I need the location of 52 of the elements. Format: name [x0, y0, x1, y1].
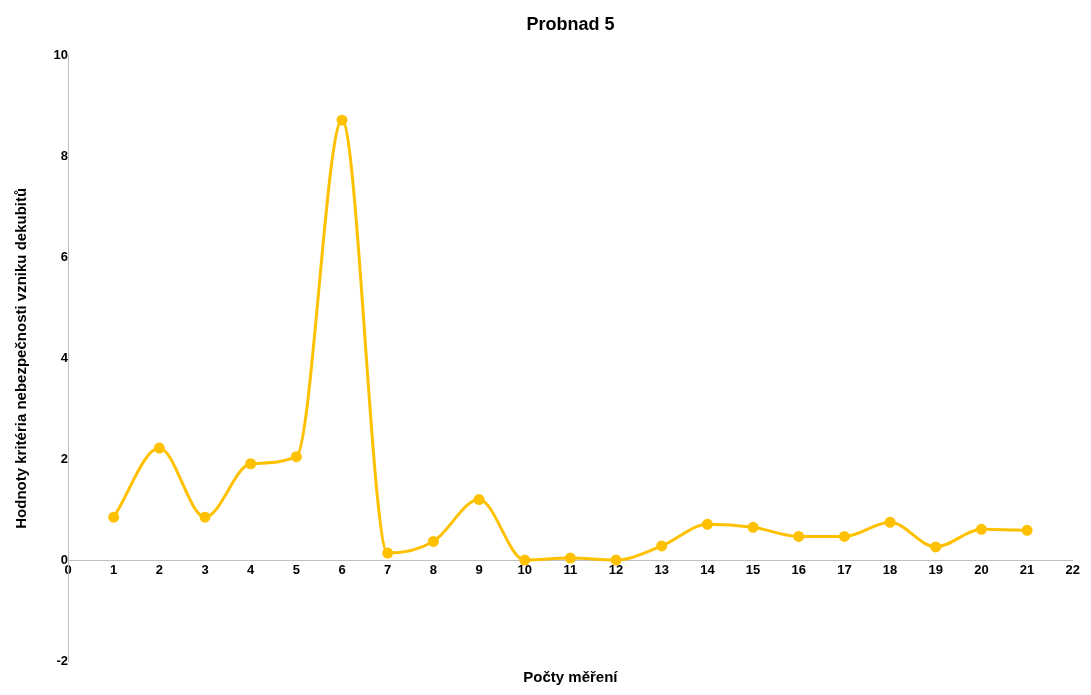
point [793, 530, 805, 542]
point [245, 458, 257, 470]
chart-title: Probnad 5 [526, 13, 615, 34]
x-axis-title: Počty měření [523, 667, 619, 685]
point [199, 511, 211, 523]
point [610, 554, 622, 566]
x-tick-label: 5 [292, 562, 300, 578]
x-tick-label: 20 [974, 562, 989, 578]
y-tick-label: 10 [53, 47, 68, 63]
x-tick-label: 6 [338, 562, 346, 578]
x-tick-label: 4 [247, 562, 256, 578]
x-tick-label: 8 [429, 562, 437, 578]
point [564, 552, 576, 564]
y-tick-label: -2 [56, 652, 68, 668]
y-tick-label: 6 [60, 248, 68, 264]
x-tick-label: 9 [475, 562, 483, 578]
point [473, 494, 485, 506]
x-tick-label: 11 [563, 562, 578, 578]
x-tick-label: 14 [700, 562, 716, 578]
point [838, 530, 850, 542]
x-tick-label: 21 [1019, 562, 1035, 578]
point [1021, 524, 1033, 536]
x-tick-label: 1 [110, 562, 118, 578]
point [108, 511, 120, 523]
point [427, 535, 439, 547]
point [382, 547, 394, 559]
y-tick-label: 8 [60, 148, 68, 164]
x-tick-label: 15 [745, 562, 761, 578]
y-axis-title: Hodnoty kritéria nebezpečnosti vzniku dekubitů [12, 187, 30, 529]
y-tick-label: 4 [60, 349, 69, 365]
point [747, 521, 759, 533]
point [701, 518, 713, 530]
point [153, 442, 165, 454]
point [336, 114, 348, 126]
x-tick-label: 12 [608, 562, 624, 578]
x-tick-label: 22 [1065, 562, 1080, 578]
x-tick-label: 16 [791, 562, 806, 578]
point [975, 523, 987, 535]
point [884, 516, 896, 528]
point [656, 540, 668, 552]
x-tick-label: 13 [654, 562, 669, 578]
point [519, 554, 531, 566]
x-tick-label: 3 [201, 562, 209, 578]
point [290, 451, 302, 463]
x-tick-label: 10 [517, 562, 532, 578]
x-tick-label: 17 [837, 562, 852, 578]
y-tick-label: 2 [60, 450, 68, 466]
x-tick-label: 19 [928, 562, 943, 578]
x-tick-label: 2 [155, 562, 163, 578]
x-tick-label: 18 [882, 562, 898, 578]
x-tick-label: 7 [384, 562, 392, 578]
point [930, 541, 942, 553]
